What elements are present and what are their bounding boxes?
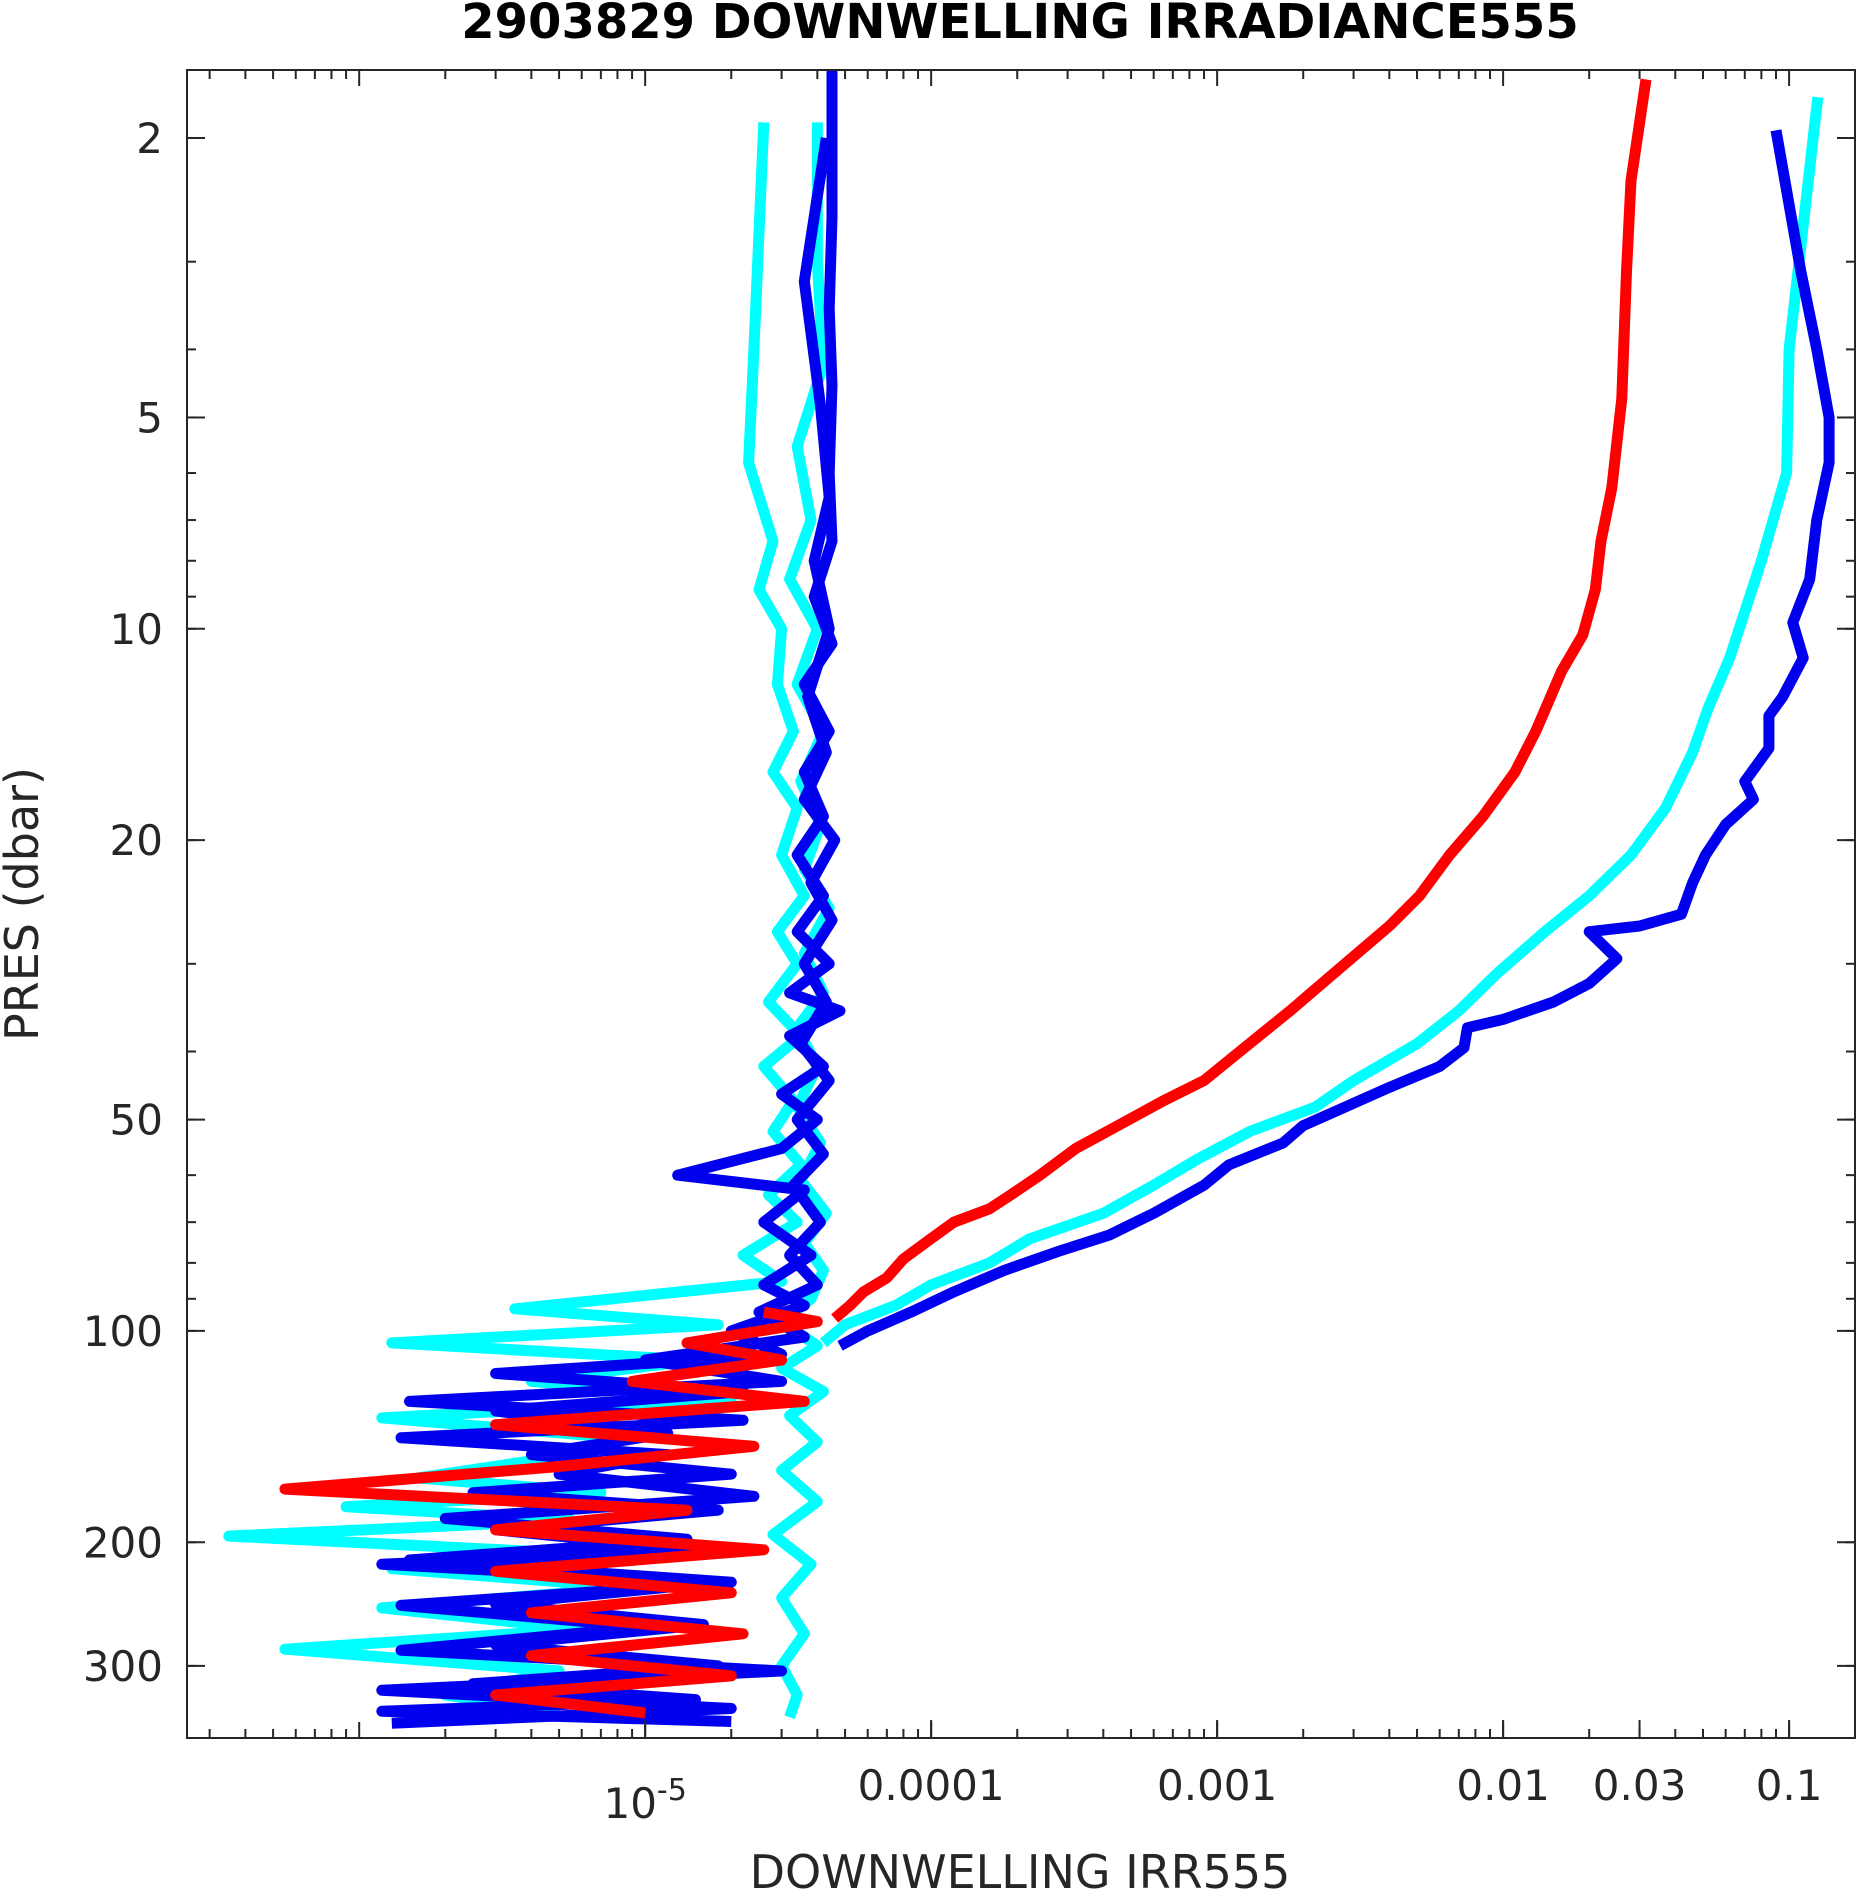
x-axis-label: DOWNWELLING IRR555 <box>750 1845 1291 1896</box>
y-tick-label: 5 <box>136 393 163 442</box>
series-layer <box>223 70 1835 1729</box>
x-tick-label: 0.03 <box>1593 1761 1687 1810</box>
x-axis: 10-5 0.0001 0.001 0.01 0.03 0.1 <box>603 1720 1822 1828</box>
y-tick-label: 300 <box>83 1642 163 1691</box>
x-tick-label: 0.01 <box>1456 1761 1550 1810</box>
series-line-8 <box>837 129 1835 1351</box>
y-axis: 2 5 10 20 50 100 200 300 <box>83 114 1855 1691</box>
x-tick-label: 10-5 <box>603 1773 686 1828</box>
x-tick-label: 0.0001 <box>858 1761 1005 1810</box>
minor-ticks <box>187 70 1855 1738</box>
y-tick-label: 2 <box>136 114 163 163</box>
series-line-7 <box>819 96 1824 1348</box>
y-tick-label: 50 <box>110 1096 163 1145</box>
y-axis-label: PRES (dbar) <box>0 767 49 1041</box>
x-tick-label: 0.001 <box>1157 1761 1277 1810</box>
series-line-4 <box>376 137 841 1729</box>
plot-frame <box>186 69 1856 1739</box>
series-line-6 <box>831 78 1652 1323</box>
y-tick-label: 200 <box>83 1518 163 1567</box>
x-tick-label: 0.1 <box>1756 1761 1823 1810</box>
chart-title: 2903829 DOWNWELLING IRRADIANCE555 <box>461 0 1578 50</box>
y-tick-label: 10 <box>110 605 163 654</box>
series-line-5 <box>279 1306 823 1719</box>
y-tick-label: 20 <box>110 816 163 865</box>
y-tick-label: 100 <box>83 1307 163 1356</box>
